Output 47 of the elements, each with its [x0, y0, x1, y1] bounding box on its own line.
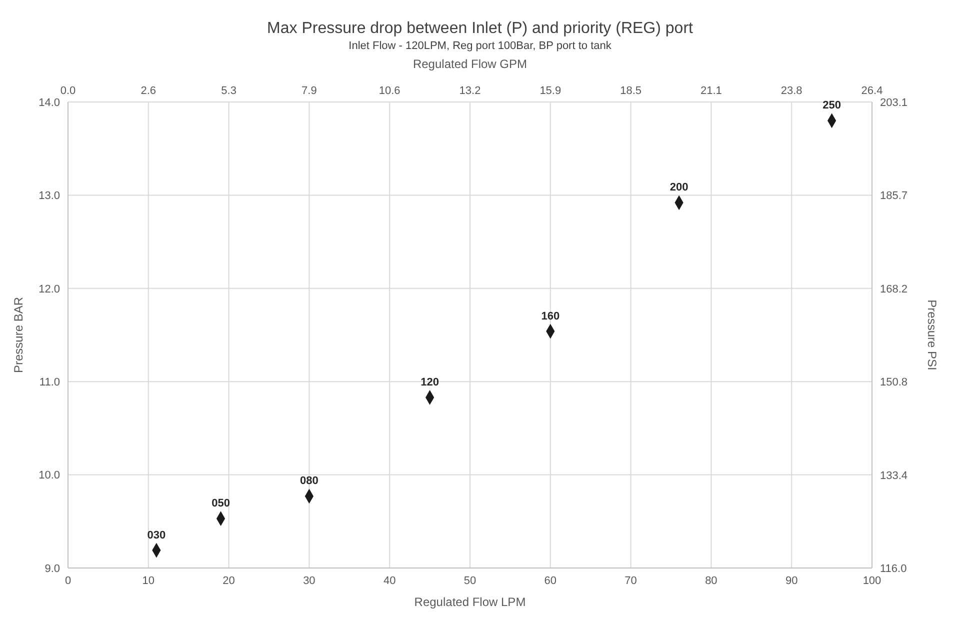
- y2-tick-label: 168.2: [880, 284, 908, 296]
- y-tick-label: 12.0: [38, 283, 60, 296]
- x-tick-label: 20: [222, 574, 235, 587]
- x2-tick-label: 0.0: [60, 85, 76, 97]
- annotation: 250: [822, 100, 841, 112]
- x-tick-label: 40: [383, 574, 396, 587]
- y2-tick-label: 185.7: [880, 190, 908, 202]
- annotation: 120: [420, 376, 439, 388]
- chart-title: Max Pressure drop between Inlet (P) and priority (REG) port: [266, 20, 694, 38]
- x-axis-title: Regulated Flow LPM: [414, 595, 526, 609]
- x-tick-label: 80: [705, 574, 718, 587]
- annotation: 080: [300, 475, 318, 488]
- y-tick-label: 11.0: [39, 376, 60, 389]
- annotation: 200: [670, 182, 688, 194]
- x-tick-label: 60: [544, 574, 557, 587]
- x-tick-label: 100: [862, 574, 882, 587]
- y2-tick-label: 150.8: [880, 376, 908, 389]
- y-tick-label: 10.0: [38, 470, 60, 482]
- y2-axis-title: Pressure PSI: [924, 300, 939, 370]
- annotation: 030: [147, 529, 166, 542]
- y-tick-label: 9.0: [44, 562, 60, 575]
- y-tick-label: 14.0: [38, 96, 60, 109]
- x2-axis-title: Regulated Flow GPM: [412, 57, 528, 71]
- x-tick-label: 90: [785, 574, 798, 587]
- x-tick-label: 70: [624, 574, 637, 587]
- x2-tick-label: 18.5: [620, 85, 642, 97]
- x2-tick-label: 23.8: [780, 85, 802, 97]
- x-tick-label: 0: [64, 574, 72, 587]
- x-tick-label: 30: [303, 574, 316, 587]
- x2-tick-label: 2.6: [140, 85, 156, 97]
- annotation: 160: [541, 310, 560, 322]
- x2-tick-label: 5.3: [221, 85, 236, 97]
- x-tick-label: 50: [464, 574, 476, 587]
- x2-tick-label: 13.2: [459, 85, 481, 97]
- y-tick-label: 13.0: [38, 190, 60, 202]
- y2-tick-label: 133.4: [880, 470, 908, 482]
- x2-tick-label: 10.6: [378, 85, 400, 97]
- y2-tick-label: 203.1: [880, 96, 908, 109]
- x-tick-label: 10: [142, 574, 155, 587]
- x2-tick-label: 7.9: [302, 85, 317, 97]
- x2-tick-label: 15.9: [540, 85, 562, 97]
- chart-subtitle: Inlet Flow - 120LPM, Reg port 100Bar, BP port to tank: [348, 40, 612, 52]
- y2-tick-label: 116.0: [880, 562, 907, 575]
- annotation: 050: [212, 498, 230, 510]
- x2-tick-label: 26.4: [861, 85, 883, 97]
- x2-tick-label: 21.1: [700, 85, 722, 97]
- y-axis-title: Pressure BAR: [11, 296, 26, 374]
